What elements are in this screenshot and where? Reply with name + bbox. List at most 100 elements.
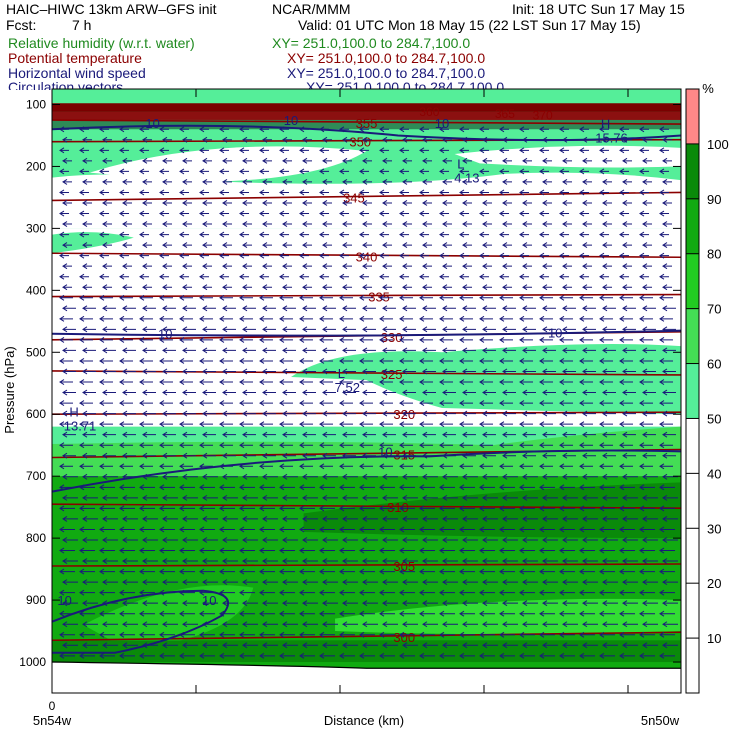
circulation-vector	[502, 326, 516, 333]
circulation-vector	[402, 157, 412, 164]
circulation-vector	[82, 284, 92, 291]
circulation-vector	[459, 463, 473, 470]
circulation-vector	[319, 252, 329, 259]
circulation-vector	[479, 231, 489, 238]
circulation-vector	[122, 537, 138, 543]
circulation-vector	[579, 421, 593, 428]
circulation-vector	[362, 389, 376, 396]
circulation-vector	[419, 168, 429, 175]
circulation-vector	[159, 189, 169, 196]
circulation-vector	[479, 484, 495, 491]
circulation-vector	[302, 494, 318, 501]
y-tick-label-300: 300	[26, 221, 46, 235]
circulation-vector	[522, 642, 538, 649]
circulation-vector	[479, 189, 489, 196]
circulation-vector	[339, 631, 355, 638]
circulation-vector	[222, 579, 238, 586]
circulation-vector	[262, 452, 276, 459]
colorbar-tick-label-100: 100	[707, 137, 729, 152]
circulation-vector	[219, 147, 229, 154]
circulation-vector	[202, 242, 212, 249]
circulation-vector	[599, 547, 615, 554]
circulation-vector	[419, 463, 433, 470]
circulation-vector	[579, 358, 593, 364]
circulation-vector	[279, 589, 295, 596]
circulation-vector	[562, 537, 578, 543]
circulation-vector	[642, 558, 658, 564]
circulation-vector	[542, 579, 558, 586]
circulation-vector	[382, 347, 396, 354]
circulation-vector	[162, 642, 178, 649]
circulation-vector	[602, 473, 618, 480]
circulation-vector	[319, 526, 335, 533]
circulation-vector	[659, 336, 673, 343]
circulation-vector	[142, 410, 156, 417]
circulation-vector	[199, 358, 213, 364]
circulation-vector	[59, 547, 75, 554]
circulation-vector	[322, 410, 336, 417]
circulation-vector	[622, 347, 636, 354]
circulation-vector	[142, 537, 158, 543]
circulation-vector	[542, 347, 556, 354]
circulation-vector	[659, 526, 675, 533]
circulation-vector	[662, 558, 678, 564]
circulation-vector	[199, 568, 215, 575]
circulation-vector	[259, 189, 269, 196]
circulation-vector	[482, 157, 492, 164]
circulation-vector	[339, 505, 355, 512]
circulation-vector	[262, 200, 272, 206]
circulation-vector	[242, 326, 256, 333]
circulation-vector	[162, 410, 176, 417]
circulation-vector	[639, 547, 655, 554]
circulation-vector	[62, 621, 78, 628]
circulation-vector	[179, 379, 193, 385]
colorbar-outline	[685, 88, 700, 694]
circulation-vector	[502, 621, 518, 628]
circulation-vector	[579, 379, 593, 385]
circulation-vector	[122, 136, 132, 143]
circulation-vector	[422, 516, 438, 522]
circulation-vector	[562, 494, 578, 501]
circulation-vector	[182, 473, 198, 480]
circulation-vector	[262, 600, 278, 607]
circulation-vector	[359, 589, 375, 596]
circulation-vector	[402, 305, 416, 312]
circulation-vector	[162, 305, 176, 312]
rh-dry-gap-upper	[89, 146, 367, 182]
circulation-vector	[122, 410, 136, 417]
circulation-vector	[339, 526, 355, 533]
circulation-vector	[562, 326, 576, 333]
circulation-vector	[82, 368, 96, 375]
circulation-vector	[182, 326, 196, 333]
circulation-vector	[342, 389, 356, 396]
circulation-vector	[579, 610, 595, 617]
circulation-vector	[339, 589, 355, 596]
circulation-vector	[462, 537, 478, 543]
circulation-vector	[262, 389, 276, 396]
circulation-vector	[302, 347, 316, 354]
circulation-vector	[262, 516, 278, 522]
circulation-vector	[422, 410, 436, 417]
circulation-vector	[602, 347, 616, 354]
circulation-vector	[82, 452, 96, 459]
circulation-vector	[579, 568, 595, 575]
circulation-vector	[602, 621, 618, 628]
circulation-vector	[79, 484, 95, 491]
chart-title: HAIC–HIWC 13km ARW–GFS init	[6, 1, 217, 17]
circulation-vector	[442, 157, 452, 164]
circulation-vector	[119, 421, 133, 428]
circulation-vector	[382, 389, 396, 396]
circulation-vector	[519, 189, 529, 196]
circulation-vector	[439, 147, 449, 154]
circulation-vector	[139, 589, 155, 596]
circulation-vector	[479, 505, 495, 512]
circulation-vector	[619, 589, 635, 596]
circulation-vector	[579, 463, 593, 470]
circulation-vector	[379, 463, 393, 470]
circulation-vector	[442, 537, 458, 543]
circulation-vector	[602, 200, 612, 206]
circulation-vector	[622, 221, 632, 227]
circulation-vector	[659, 189, 669, 196]
y-tick-label-900: 900	[26, 593, 46, 607]
circulation-vector	[259, 526, 275, 533]
